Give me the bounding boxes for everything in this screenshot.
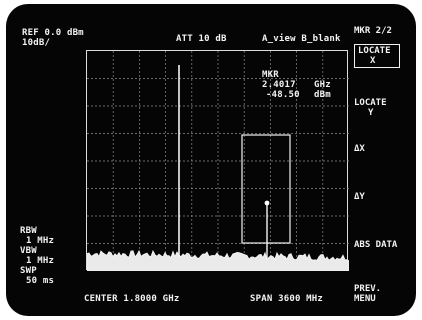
softkey-locate-x[interactable]: LOCATE X — [354, 44, 412, 68]
rbw-value: 1 MHz — [26, 236, 55, 246]
rbw-label: RBW — [20, 226, 37, 236]
locate-x-label: LOCATE — [358, 46, 391, 56]
delta-x-label: ΔX — [354, 144, 365, 154]
marker-label: MKR — [262, 70, 279, 80]
abs-data-label: ABS DATA — [354, 240, 398, 250]
marker-level: -48.50 — [266, 90, 300, 100]
attenuation-readout: ATT 10 dB — [176, 34, 227, 44]
noise-floor-trace — [87, 249, 349, 271]
locate-x-active-frame: LOCATE X — [354, 44, 400, 68]
vbw-value: 1 MHz — [26, 256, 55, 266]
spectrum-display — [86, 50, 349, 271]
span-readout: SPAN 3600 MHz — [250, 294, 324, 304]
prev-menu-label: PREV. — [354, 284, 382, 294]
center-frequency-readout: CENTER 1.8000 GHz — [84, 294, 180, 304]
marker-search-window — [241, 134, 291, 244]
softkey-menu-title: MKR 2/2 — [354, 26, 412, 36]
marker-frequency: 2.4017 — [262, 80, 296, 90]
menu-title-label: MKR 2/2 — [354, 26, 392, 36]
softkey-locate-y[interactable]: LOCATE Y — [354, 98, 412, 118]
softkey-delta-x[interactable]: ΔX — [354, 144, 412, 154]
softkey-prev-menu[interactable]: PREV. MENU — [354, 284, 412, 304]
prev-menu-label-2: MENU — [354, 294, 376, 304]
marker-point — [264, 200, 270, 206]
locate-y-label: LOCATE — [354, 98, 387, 108]
marker-frequency-unit: GHz — [314, 80, 331, 90]
scale-readout: 10dB/ — [22, 38, 51, 48]
swp-value: 50 ms — [26, 276, 55, 286]
delta-y-label: ΔY — [354, 192, 365, 202]
swp-label: SWP — [20, 266, 37, 276]
ref-level-readout: REF 0.0 dBm — [22, 28, 84, 38]
trace-mode-readout: A_view B_blank — [262, 34, 341, 44]
softkey-delta-y[interactable]: ΔY — [354, 192, 412, 202]
analyzer-screen: REF 0.0 dBm 10dB/ ATT 10 dB A_view B_bla… — [6, 4, 416, 316]
softkey-abs-data[interactable]: ABS DATA — [354, 240, 412, 250]
marker-level-unit: dBm — [314, 90, 331, 100]
locate-x-axis: X — [370, 56, 376, 66]
vbw-label: VBW — [20, 246, 37, 256]
locate-y-axis: Y — [368, 108, 374, 118]
spectrum-graticule — [87, 51, 349, 271]
